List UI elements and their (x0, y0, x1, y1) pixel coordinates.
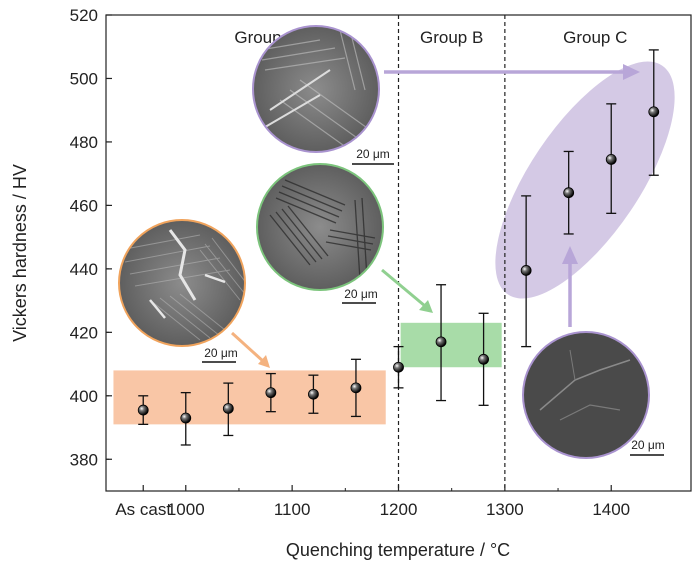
data-point (180, 412, 192, 424)
group-b-arrowhead (419, 300, 433, 313)
y-tick-label: 480 (70, 133, 98, 152)
group-a-arrowhead (258, 355, 270, 368)
x-tick-label: 1000 (167, 500, 205, 519)
y-tick-label: 440 (70, 260, 98, 279)
group-c-bottom-scale-label: 20 μm (631, 438, 665, 452)
group-a-scale-label: 20 μm (204, 346, 238, 360)
data-point (222, 403, 234, 414)
y-tick-label: 460 (70, 196, 98, 215)
group-a-arrow (230, 331, 266, 364)
group-labels: Group A Group B Group C (234, 28, 627, 47)
group-b-micrograph: 20 μm (256, 163, 384, 304)
group-label-2: Group C (563, 28, 627, 47)
y-tick-label: 500 (70, 69, 98, 88)
data-point (350, 382, 362, 394)
y-tick-label: 420 (70, 323, 98, 342)
group-band-0 (113, 370, 386, 425)
group-b-arrow (381, 268, 426, 308)
data-point (435, 336, 447, 348)
data-point (563, 187, 575, 199)
group-c-bottom-micrograph: 20 μm (522, 331, 665, 459)
group-c-top-micrograph: 20 μm (252, 25, 394, 165)
data-point (478, 353, 489, 365)
x-axis-title: Quenching temperature / °C (286, 540, 510, 560)
group-label-1: Group B (420, 28, 483, 47)
data-point (265, 387, 277, 399)
data-point (308, 388, 319, 400)
group-bands (113, 322, 502, 425)
y-tick-label: 380 (70, 450, 98, 469)
group-c-top-arrowhead (623, 64, 640, 80)
group-c-bottom-arrowhead (562, 246, 578, 264)
y-tick-label: 400 (70, 387, 98, 406)
data-point (605, 153, 617, 165)
data-points (137, 49, 660, 446)
group-b-scale-label: 20 μm (344, 287, 378, 301)
x-tick-label: 1400 (592, 500, 630, 519)
y-axis-ticks: 380 400 420 440 460 480 500 520 (70, 6, 112, 469)
group-dividers (397, 15, 506, 491)
y-axis-title: Vickers hardness / HV (10, 164, 30, 342)
x-tick-label: 1300 (486, 500, 524, 519)
group-c-ellipse (495, 61, 675, 299)
data-point (648, 106, 660, 118)
data-point (393, 361, 404, 373)
group-c-top-scale-label: 20 μm (356, 147, 390, 161)
data-point (137, 404, 149, 416)
data-point (520, 265, 532, 276)
group-a-micrograph: 20 μm (118, 219, 246, 363)
x-tick-label: 1100 (274, 500, 311, 519)
y-tick-label: 520 (70, 6, 98, 25)
x-tick-label: 1200 (380, 500, 418, 519)
x-tick-label: As cast (115, 500, 171, 519)
